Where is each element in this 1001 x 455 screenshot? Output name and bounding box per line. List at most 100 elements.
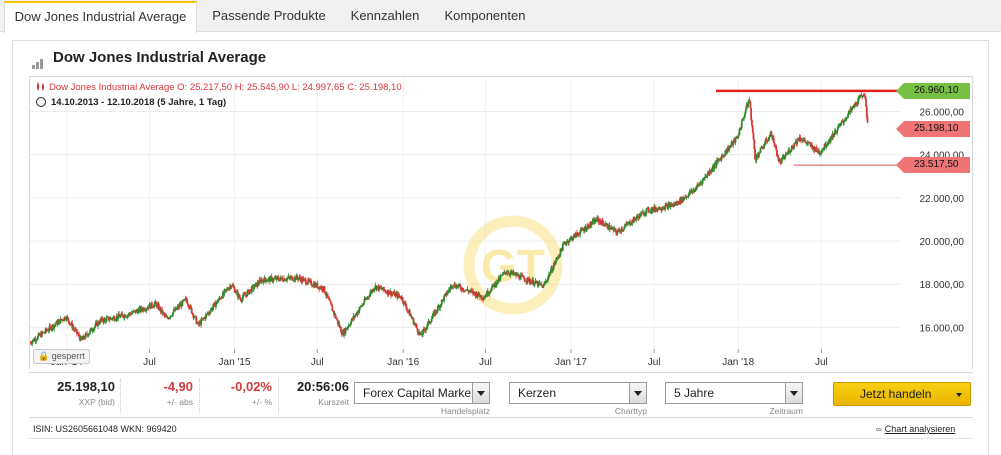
candle-body (333, 310, 335, 315)
candle-body (622, 228, 625, 230)
candle-body (257, 282, 260, 284)
candle-body (487, 294, 490, 295)
change-pct: -0,02% +/- % (204, 379, 272, 407)
candle-body (383, 289, 386, 291)
candle-body (553, 262, 556, 266)
date-range: 14.10.2013 - 12.10.2018 (5 Jahre, 1 Tag) (36, 97, 226, 108)
candle-body (715, 160, 718, 166)
candle-body (618, 230, 621, 232)
exchange-select[interactable]: Forex Capital Marke (354, 382, 490, 404)
candle-body (672, 204, 675, 206)
candle-body (75, 329, 78, 334)
tab-passende-produkte[interactable]: Passende Produkte (212, 8, 326, 23)
candle-body (678, 203, 681, 205)
candle-body (236, 291, 239, 298)
candle-body (327, 297, 330, 299)
candle-body (578, 234, 581, 236)
candle-body (94, 323, 97, 327)
chevron-down-icon[interactable] (472, 383, 489, 403)
locked-badge[interactable]: 🔒 gesperrt (33, 349, 90, 364)
candle-body (476, 292, 478, 298)
price-chart[interactable]: GT 16.000,00 18.000,00 20.000,00 22.000,00 2… (29, 76, 973, 369)
period-select[interactable]: 5 Jahre (665, 382, 803, 404)
chart-canvas[interactable]: GT 16.000,0018.000,0020.000,0022.000,002… (30, 77, 973, 369)
candle-body (834, 130, 837, 133)
candle-body (169, 315, 172, 318)
ohlc-text: Dow Jones Industrial Average O: 25.217,5… (49, 82, 402, 93)
candle-body (305, 283, 308, 285)
candle-body (811, 144, 813, 147)
candle-body (749, 101, 752, 108)
candle-body (768, 137, 771, 141)
candle-body (590, 222, 592, 226)
candle-body (211, 307, 214, 310)
candle-body (742, 118, 745, 120)
candle-body (590, 223, 593, 226)
candle-body (200, 319, 203, 325)
candle-body (630, 223, 633, 225)
candle-body (691, 190, 694, 193)
candle-body (720, 156, 723, 161)
tab-kennzahlen[interactable]: Kennzahlen (350, 8, 420, 23)
candle-body (261, 279, 263, 283)
candle-body (572, 234, 575, 239)
candle-body (443, 294, 446, 297)
candle-body (236, 291, 238, 292)
candle-body (564, 242, 567, 244)
tab-dow-jones[interactable]: Dow Jones Industrial Average (4, 1, 197, 33)
candle-body (368, 293, 371, 297)
chart-analyse-link[interactable]: ∞ Chart analysieren (876, 424, 955, 434)
candle-body (667, 203, 670, 209)
trade-now-button[interactable]: Jetzt handeln (833, 382, 971, 406)
caret-down-icon (956, 393, 962, 397)
candle-body (499, 276, 502, 280)
candle-body (626, 223, 628, 225)
candle-body (793, 143, 796, 148)
candle-body (525, 280, 528, 282)
candle-body (110, 317, 113, 319)
candle-body (54, 324, 57, 325)
chart-type-select-value: Kerzen (518, 386, 557, 400)
candle-body (265, 279, 267, 282)
candle-body (627, 222, 630, 225)
candle-body (131, 312, 134, 314)
candle-body (522, 275, 525, 279)
candle-body (732, 141, 735, 145)
candle-body (31, 341, 34, 344)
candle-body (766, 140, 769, 142)
candle-body (476, 296, 479, 298)
candle-body (192, 313, 195, 318)
candle-body (656, 207, 659, 211)
candle-body (36, 339, 38, 341)
candle-body (572, 238, 574, 241)
candle-body (270, 276, 273, 278)
candle-body (587, 224, 590, 228)
link-icon: ∞ (876, 425, 882, 434)
candle-body (250, 286, 253, 293)
candle-body (799, 136, 802, 141)
candle-body (354, 315, 356, 318)
chart-type-select[interactable]: Kerzen (509, 382, 647, 404)
candle-body (790, 145, 793, 151)
candle-body (543, 283, 546, 284)
tab-komponenten[interactable]: Komponenten (444, 8, 526, 23)
candle-body (397, 293, 400, 296)
candle-body (647, 207, 650, 212)
candle-body (645, 209, 648, 214)
candle-body (64, 316, 67, 320)
candle-body (554, 260, 557, 264)
candle-body (808, 142, 811, 144)
candle-body (273, 278, 276, 280)
candle-body (54, 324, 56, 326)
candle-body (743, 117, 746, 119)
candle-body (78, 334, 81, 338)
candle-body (275, 276, 278, 280)
candle-body (633, 217, 636, 220)
candle-body (861, 95, 864, 97)
chevron-down-icon[interactable] (629, 383, 646, 403)
candle-body (495, 284, 498, 287)
candle-body (368, 296, 370, 298)
candle-body (35, 340, 38, 342)
candle-body (222, 291, 224, 299)
chevron-down-icon[interactable] (785, 383, 802, 403)
